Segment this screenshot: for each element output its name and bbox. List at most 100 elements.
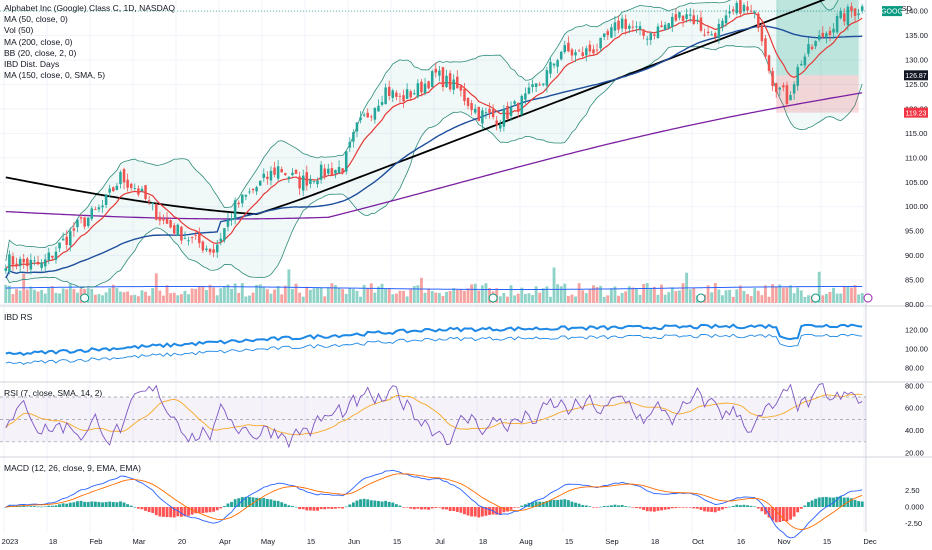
candle-body[interactable]: [746, 6, 749, 11]
candle-body[interactable]: [631, 26, 635, 28]
candle-body[interactable]: [513, 101, 516, 104]
candle-body[interactable]: [101, 205, 104, 208]
candle-body[interactable]: [352, 132, 355, 142]
candle-body[interactable]: [416, 83, 420, 97]
panel-label-rsi[interactable]: RSI (7, close, SMA, 14, 2): [4, 388, 103, 398]
candle-body[interactable]: [599, 37, 602, 49]
candle-body[interactable]: [448, 73, 452, 90]
candle-body[interactable]: [395, 92, 398, 97]
candle-body[interactable]: [735, 2, 739, 14]
candle-body[interactable]: [577, 50, 581, 52]
candle-body[interactable]: [137, 188, 140, 195]
legend-ma200[interactable]: MA (200, close, 0): [4, 36, 73, 47]
candle-body[interactable]: [176, 224, 180, 236]
candle-body[interactable]: [839, 11, 842, 19]
legend-title[interactable]: Alphabet Inc (Google) Class C, 1D, NASDA…: [4, 3, 176, 13]
candle-body[interactable]: [255, 187, 258, 192]
candle-body[interactable]: [402, 95, 405, 102]
candle-body[interactable]: [47, 252, 51, 261]
candle-body[interactable]: [18, 258, 22, 267]
candle-body[interactable]: [427, 81, 430, 89]
candle-body[interactable]: [785, 85, 789, 104]
candle-body[interactable]: [782, 85, 785, 88]
candle-body[interactable]: [628, 25, 631, 29]
candle-body[interactable]: [821, 32, 825, 38]
candle-body[interactable]: [305, 172, 309, 186]
candle-body[interactable]: [803, 56, 807, 66]
candle-body[interactable]: [251, 189, 255, 191]
candle-body[interactable]: [362, 114, 366, 116]
candle-body[interactable]: [606, 31, 610, 36]
candle-body[interactable]: [398, 95, 402, 97]
candle-body[interactable]: [638, 26, 642, 30]
candle-body[interactable]: [4, 268, 8, 271]
candle-body[interactable]: [807, 44, 810, 54]
candle-body[interactable]: [860, 6, 864, 11]
candle-body[interactable]: [491, 109, 495, 118]
candle-body[interactable]: [663, 24, 667, 30]
candle-body[interactable]: [653, 34, 656, 36]
candle-body[interactable]: [828, 30, 832, 36]
candle-body[interactable]: [789, 95, 792, 101]
candle-body[interactable]: [237, 202, 240, 205]
candle-body[interactable]: [284, 173, 287, 176]
candle-body[interactable]: [731, 9, 735, 12]
candle-body[interactable]: [248, 191, 251, 193]
candle-body[interactable]: [588, 44, 592, 52]
candle-body[interactable]: [86, 217, 90, 227]
candle-body[interactable]: [499, 124, 502, 129]
candle-body[interactable]: [456, 76, 459, 89]
candle-body[interactable]: [190, 237, 194, 238]
candle-body[interactable]: [119, 172, 122, 185]
candle-body[interactable]: [452, 79, 455, 90]
candle-body[interactable]: [585, 48, 588, 56]
candle-body[interactable]: [180, 226, 183, 241]
candle-body[interactable]: [291, 172, 294, 176]
candle-body[interactable]: [749, 10, 753, 12]
candle-body[interactable]: [843, 13, 846, 22]
candle-body[interactable]: [438, 70, 441, 76]
candle-body[interactable]: [817, 35, 821, 40]
candle-body[interactable]: [312, 181, 316, 182]
candle-body[interactable]: [198, 233, 201, 244]
candle-body[interactable]: [201, 241, 205, 251]
candle-body[interactable]: [413, 93, 416, 95]
candle-body[interactable]: [316, 180, 319, 185]
candle-body[interactable]: [212, 249, 215, 253]
candle-body[interactable]: [642, 29, 645, 36]
candle-body[interactable]: [126, 179, 129, 188]
candle-body[interactable]: [620, 18, 624, 29]
legend-bb[interactable]: BB (20, close, 2, 0): [4, 47, 77, 58]
candle-body[interactable]: [380, 102, 384, 105]
candle-body[interactable]: [8, 254, 11, 272]
candle-body[interactable]: [445, 75, 448, 88]
candle-body[interactable]: [563, 45, 567, 52]
candle-body[interactable]: [208, 248, 212, 253]
candle-body[interactable]: [115, 185, 119, 191]
candle-body[interactable]: [542, 83, 545, 85]
candle-body[interactable]: [441, 67, 445, 88]
candle-body[interactable]: [832, 28, 835, 33]
candle-body[interactable]: [592, 49, 595, 54]
candle-body[interactable]: [545, 70, 549, 86]
candle-body[interactable]: [527, 87, 531, 94]
candle-body[interactable]: [502, 109, 506, 127]
candle-body[interactable]: [11, 256, 15, 265]
candle-body[interactable]: [43, 259, 47, 267]
candle-body[interactable]: [215, 244, 219, 253]
candle-body[interactable]: [15, 263, 18, 267]
candle-body[interactable]: [552, 63, 556, 66]
candle-body[interactable]: [58, 242, 61, 249]
candle-body[interactable]: [473, 108, 477, 113]
candle-body[interactable]: [262, 173, 266, 178]
candle-body[interactable]: [377, 105, 380, 112]
candle-body[interactable]: [337, 166, 341, 173]
candle-body[interactable]: [617, 20, 620, 30]
candle-body[interactable]: [26, 258, 29, 267]
candle-body[interactable]: [266, 176, 269, 179]
candle-body[interactable]: [423, 83, 427, 94]
candle-body[interactable]: [495, 120, 498, 126]
candle-body[interactable]: [434, 68, 438, 73]
candle-body[interactable]: [76, 219, 79, 228]
candle-body[interactable]: [269, 170, 273, 181]
